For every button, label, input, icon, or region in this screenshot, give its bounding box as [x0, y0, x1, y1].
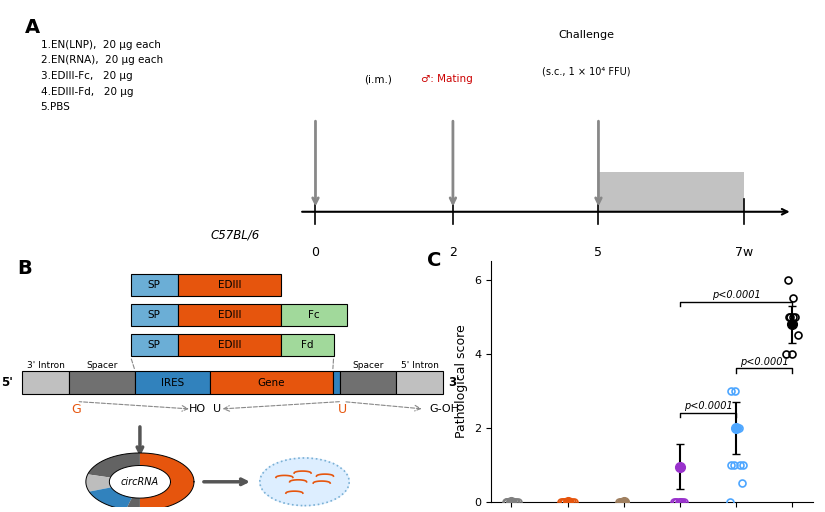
- Text: Challenge: Challenge: [558, 30, 614, 40]
- Text: C57BL/6: C57BL/6: [210, 228, 259, 241]
- Text: Fd: Fd: [301, 340, 314, 350]
- Text: HO: HO: [189, 404, 205, 414]
- Text: 7w: 7w: [735, 246, 753, 259]
- Text: Fc: Fc: [308, 310, 320, 320]
- Text: p<0.0001: p<0.0001: [684, 401, 733, 412]
- FancyBboxPatch shape: [332, 371, 340, 394]
- FancyBboxPatch shape: [130, 304, 177, 326]
- Wedge shape: [86, 474, 111, 492]
- Wedge shape: [89, 487, 132, 509]
- Text: EDIII: EDIII: [218, 280, 241, 290]
- FancyBboxPatch shape: [340, 371, 396, 394]
- FancyBboxPatch shape: [177, 304, 281, 326]
- Text: EDIII: EDIII: [218, 310, 241, 320]
- Text: U: U: [213, 404, 221, 414]
- Wedge shape: [126, 498, 140, 510]
- Text: SP: SP: [148, 280, 161, 290]
- FancyBboxPatch shape: [69, 371, 135, 394]
- Text: Spacer: Spacer: [352, 361, 384, 370]
- Text: 5' Intron: 5' Intron: [401, 361, 439, 370]
- FancyBboxPatch shape: [177, 273, 281, 296]
- Text: 2: 2: [449, 246, 457, 259]
- Text: G: G: [72, 402, 82, 416]
- Text: ♂: Mating: ♂: Mating: [421, 74, 473, 84]
- Text: G-OH: G-OH: [429, 404, 460, 414]
- FancyBboxPatch shape: [135, 371, 210, 394]
- Text: SP: SP: [148, 310, 161, 320]
- FancyBboxPatch shape: [281, 304, 346, 326]
- Wedge shape: [87, 453, 140, 478]
- Text: B: B: [17, 259, 32, 278]
- Text: p<0.0001: p<0.0001: [712, 290, 761, 301]
- Text: EDIII: EDIII: [218, 340, 241, 350]
- Text: p<0.0001: p<0.0001: [740, 357, 789, 367]
- Text: Gene: Gene: [258, 378, 285, 388]
- Text: 5: 5: [595, 246, 602, 259]
- FancyBboxPatch shape: [210, 371, 332, 394]
- Text: IRES: IRES: [161, 378, 185, 388]
- FancyBboxPatch shape: [281, 334, 333, 356]
- Text: Spacer: Spacer: [87, 361, 118, 370]
- Circle shape: [260, 458, 349, 506]
- FancyBboxPatch shape: [177, 334, 281, 356]
- Text: C: C: [427, 251, 441, 270]
- Text: circRNA: circRNA: [120, 477, 159, 487]
- Text: (s.c., 1 × 10⁴ FFU): (s.c., 1 × 10⁴ FFU): [542, 67, 630, 77]
- Wedge shape: [140, 453, 194, 510]
- Text: (i.m.): (i.m.): [364, 74, 392, 84]
- Y-axis label: Pathological score: Pathological score: [455, 325, 469, 438]
- Text: A: A: [25, 17, 40, 37]
- Text: 1.EN(LNP),  20 μg each
2.EN(RNA),  20 μg each
3.EDIII-Fc,   20 μg
4.EDIII-Fd,   : 1.EN(LNP), 20 μg each 2.EN(RNA), 20 μg e…: [40, 40, 163, 112]
- FancyBboxPatch shape: [396, 371, 443, 394]
- Text: SP: SP: [148, 340, 161, 350]
- Text: 5': 5': [1, 376, 13, 389]
- FancyBboxPatch shape: [130, 334, 177, 356]
- FancyBboxPatch shape: [22, 371, 69, 394]
- Text: 3' Intron: 3' Intron: [27, 361, 65, 370]
- Bar: [598, 173, 744, 212]
- Text: U: U: [337, 402, 346, 416]
- Text: 3': 3': [448, 376, 460, 389]
- FancyBboxPatch shape: [130, 273, 177, 296]
- Text: 0: 0: [312, 246, 319, 259]
